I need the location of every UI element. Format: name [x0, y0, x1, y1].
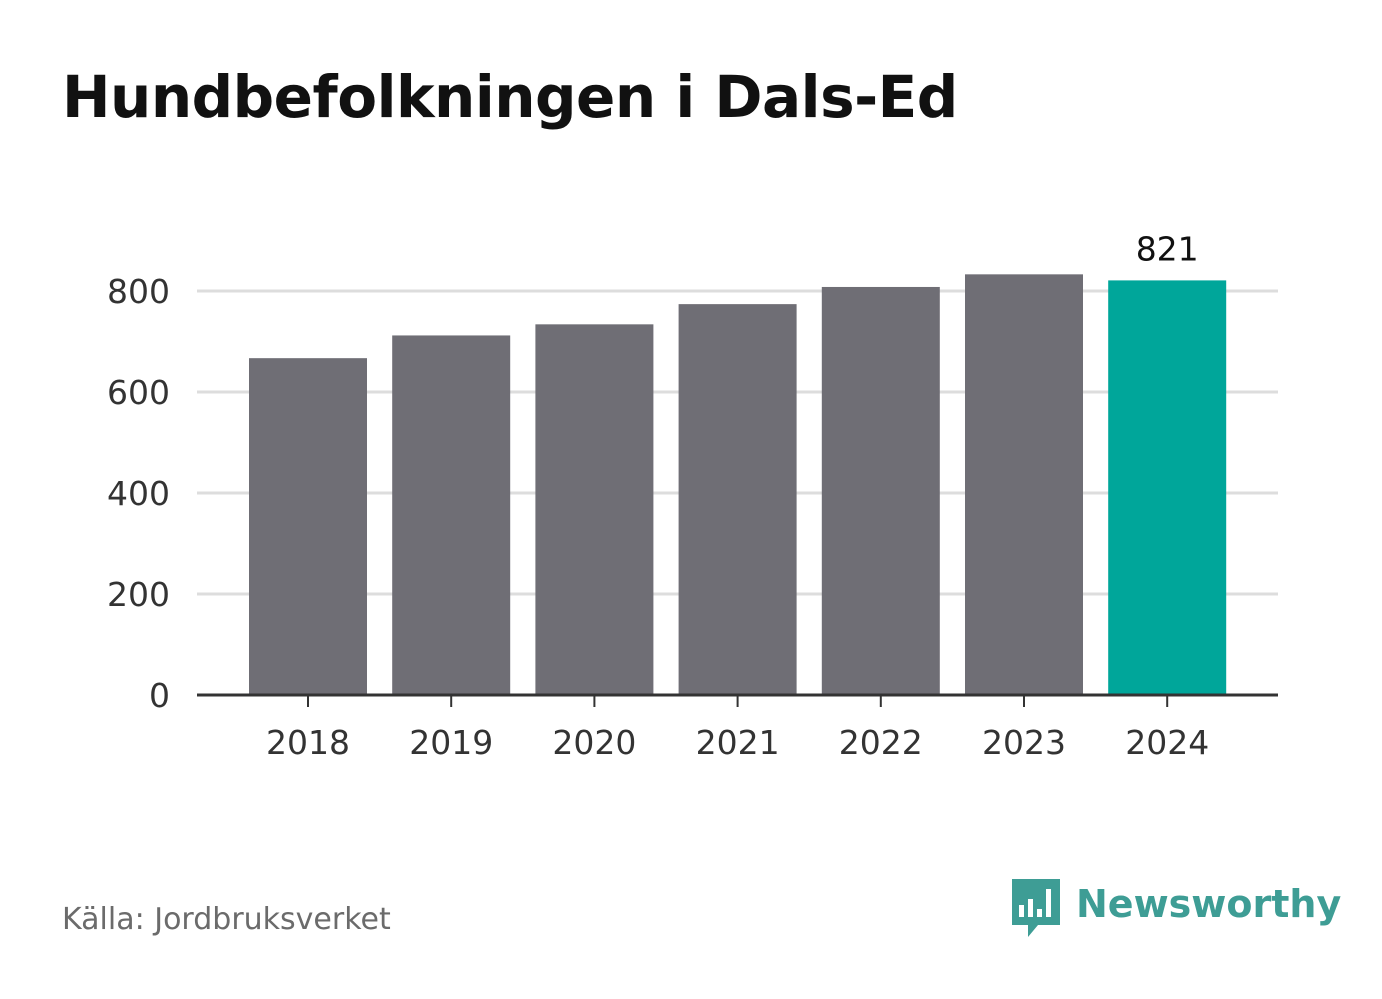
- brand-logo[interactable]: Newsworthy: [1010, 878, 1341, 942]
- bar-2022[interactable]: [821, 286, 940, 695]
- y-tick-label-600: 600: [107, 373, 170, 412]
- bars: [249, 274, 1227, 695]
- bar-2024[interactable]: [1108, 280, 1227, 695]
- x-tick-label-2022: 2022: [839, 723, 923, 762]
- newsworthy-logo-icon: [1012, 879, 1060, 937]
- x-tick-label-2024: 2024: [1125, 723, 1209, 762]
- x-tick-label-2019: 2019: [409, 723, 493, 762]
- chart-title: Hundbefolkningen i Dals-Ed: [62, 63, 958, 131]
- bar-2023[interactable]: [965, 274, 1083, 695]
- bar-2019[interactable]: [392, 335, 511, 695]
- y-tick-label-400: 400: [107, 474, 170, 513]
- y-tick-label-200: 200: [107, 575, 170, 614]
- x-tick-label-2021: 2021: [696, 723, 780, 762]
- bar-2021[interactable]: [678, 304, 797, 695]
- data-label-2024: 821: [1136, 229, 1199, 268]
- brand-name: Newsworthy: [1076, 882, 1342, 926]
- x-axis: [197, 693, 1278, 707]
- bar-2020[interactable]: [535, 324, 654, 695]
- source-note: Källa: Jordbruksverket: [62, 902, 391, 937]
- labels: 0 200 400 600 800 2018 2019 2020 2021 2022 2023 202…: [107, 229, 1209, 762]
- bar-2018[interactable]: [249, 358, 367, 695]
- x-tick-label-2018: 2018: [266, 723, 350, 762]
- y-tick-label-0: 0: [149, 676, 170, 715]
- y-tick-label-800: 800: [107, 272, 170, 311]
- x-tick-label-2023: 2023: [982, 723, 1066, 762]
- x-tick-label-2020: 2020: [552, 723, 636, 762]
